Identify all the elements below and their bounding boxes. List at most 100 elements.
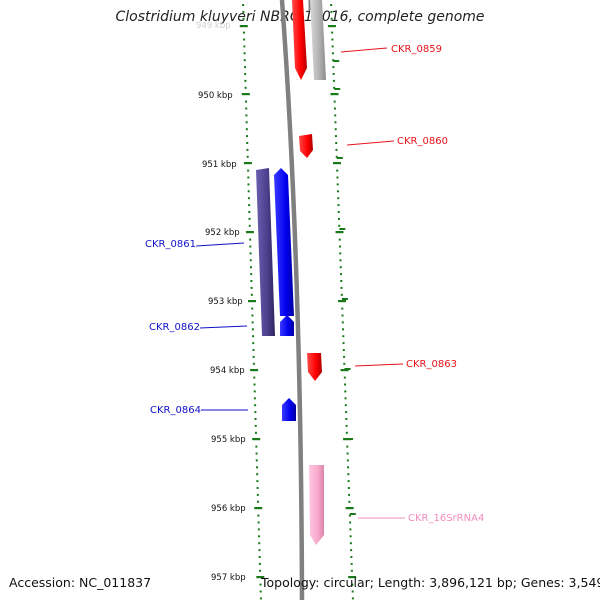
minor-tick <box>259 590 262 593</box>
minor-tick <box>342 342 345 345</box>
minor-tick <box>336 190 339 193</box>
minor-tick <box>338 224 341 227</box>
minor-tick <box>337 217 340 220</box>
major-tick <box>345 507 354 510</box>
minor-tick <box>340 273 343 276</box>
minor-tick <box>257 528 260 531</box>
minor-tick <box>334 114 337 117</box>
minor-tick <box>249 245 252 248</box>
minor-tick <box>253 383 256 386</box>
minor-tick <box>331 52 334 55</box>
gene-arrow <box>274 168 294 316</box>
kbp-label: 955 kbp <box>211 435 246 445</box>
gene-label[interactable]: CKR_0862 <box>149 322 200 333</box>
minor-tick <box>339 245 342 248</box>
minor-tick <box>256 493 259 496</box>
minor-tick <box>249 259 252 262</box>
minor-tick <box>332 79 335 82</box>
minor-tick <box>336 176 339 179</box>
minor-tick <box>250 280 253 282</box>
gene-label[interactable]: CKR_0860 <box>397 136 448 147</box>
minor-tick <box>254 404 257 407</box>
gene-ckr-0862[interactable] <box>280 315 294 336</box>
gene-label[interactable]: CKR_16SrRNA4 <box>408 513 484 524</box>
minor-tick <box>330 4 333 6</box>
minor-tick <box>346 452 349 455</box>
gene-label[interactable]: CKR_0863 <box>406 359 457 370</box>
gene-label-leaders <box>195 47 405 519</box>
major-tick <box>241 93 250 96</box>
gene-ckr-0864[interactable] <box>282 398 296 421</box>
minor-tick <box>245 100 248 103</box>
mid-tick <box>341 298 348 300</box>
minor-tick <box>331 31 334 34</box>
minor-tick <box>335 142 338 144</box>
kbp-scale-labels: 949 kbp 950 kbp 951 kbp 952 kbp 953 kbp … <box>196 21 246 583</box>
minor-tick <box>258 535 261 538</box>
gene-arrow <box>256 168 275 336</box>
minor-tick <box>350 549 353 552</box>
minor-tick <box>332 59 335 62</box>
minor-tick <box>345 411 348 414</box>
minor-tick <box>257 521 260 524</box>
minor-tick <box>345 431 348 434</box>
minor-tick <box>258 549 261 552</box>
gene-ckr-0861[interactable] <box>256 168 294 336</box>
major-tick <box>338 300 347 303</box>
minor-tick <box>333 107 336 110</box>
minor-tick <box>250 286 253 289</box>
minor-tick <box>254 424 257 427</box>
minor-tick <box>257 500 260 503</box>
minor-tick <box>255 452 258 455</box>
mid-tick <box>339 228 346 230</box>
minor-tick <box>255 459 258 462</box>
mid-tick <box>333 60 340 62</box>
minor-tick <box>343 376 346 379</box>
major-tick <box>243 162 252 165</box>
minor-tick <box>351 583 354 586</box>
minor-tick <box>331 38 334 41</box>
gene-arrow <box>307 353 322 381</box>
minor-tick <box>246 135 249 138</box>
minor-tick <box>252 342 255 345</box>
major-tick <box>340 369 349 372</box>
gene-label[interactable]: CKR_0861 <box>145 239 196 250</box>
gene-ckr-0863[interactable] <box>307 353 322 381</box>
minor-tick <box>253 390 256 393</box>
minor-tick <box>349 528 352 531</box>
major-tick <box>330 93 339 96</box>
gene-label[interactable]: CKR_0864 <box>150 405 201 416</box>
minor-tick <box>337 211 340 213</box>
minor-tick <box>344 390 347 393</box>
kbp-label: 952 kbp <box>205 228 240 238</box>
minor-tick <box>333 86 336 89</box>
minor-tick <box>343 362 346 365</box>
minor-tick <box>335 148 338 151</box>
minor-tick <box>243 59 246 62</box>
minor-tick <box>247 190 250 193</box>
minor-tick <box>348 514 351 517</box>
minor-tick <box>245 121 248 124</box>
gene-ckr-16srrna4[interactable] <box>309 465 324 545</box>
minor-tick <box>251 328 254 331</box>
minor-tick <box>256 487 259 489</box>
minor-tick <box>254 411 257 414</box>
minor-tick <box>349 535 352 538</box>
gene-ckr-0860[interactable] <box>299 134 313 158</box>
gene-label[interactable]: CKR_0859 <box>391 44 442 55</box>
major-tick <box>335 231 344 234</box>
genome-summary-text: Topology: circular; Length: 3,896,121 bp… <box>261 575 600 590</box>
major-tick <box>348 576 357 579</box>
kbp-label: 957 kbp <box>211 573 246 583</box>
minor-tick <box>248 224 251 227</box>
major-tick <box>252 438 261 441</box>
minor-tick <box>346 445 349 448</box>
gene-ckr-0859[interactable] <box>292 0 326 80</box>
kbp-label: 953 kbp <box>208 297 243 307</box>
minor-tick <box>350 562 353 565</box>
major-tick <box>239 25 248 28</box>
minor-tick <box>331 45 334 48</box>
minor-tick <box>344 397 347 400</box>
minor-tick <box>252 335 255 338</box>
minor-tick <box>254 431 257 434</box>
